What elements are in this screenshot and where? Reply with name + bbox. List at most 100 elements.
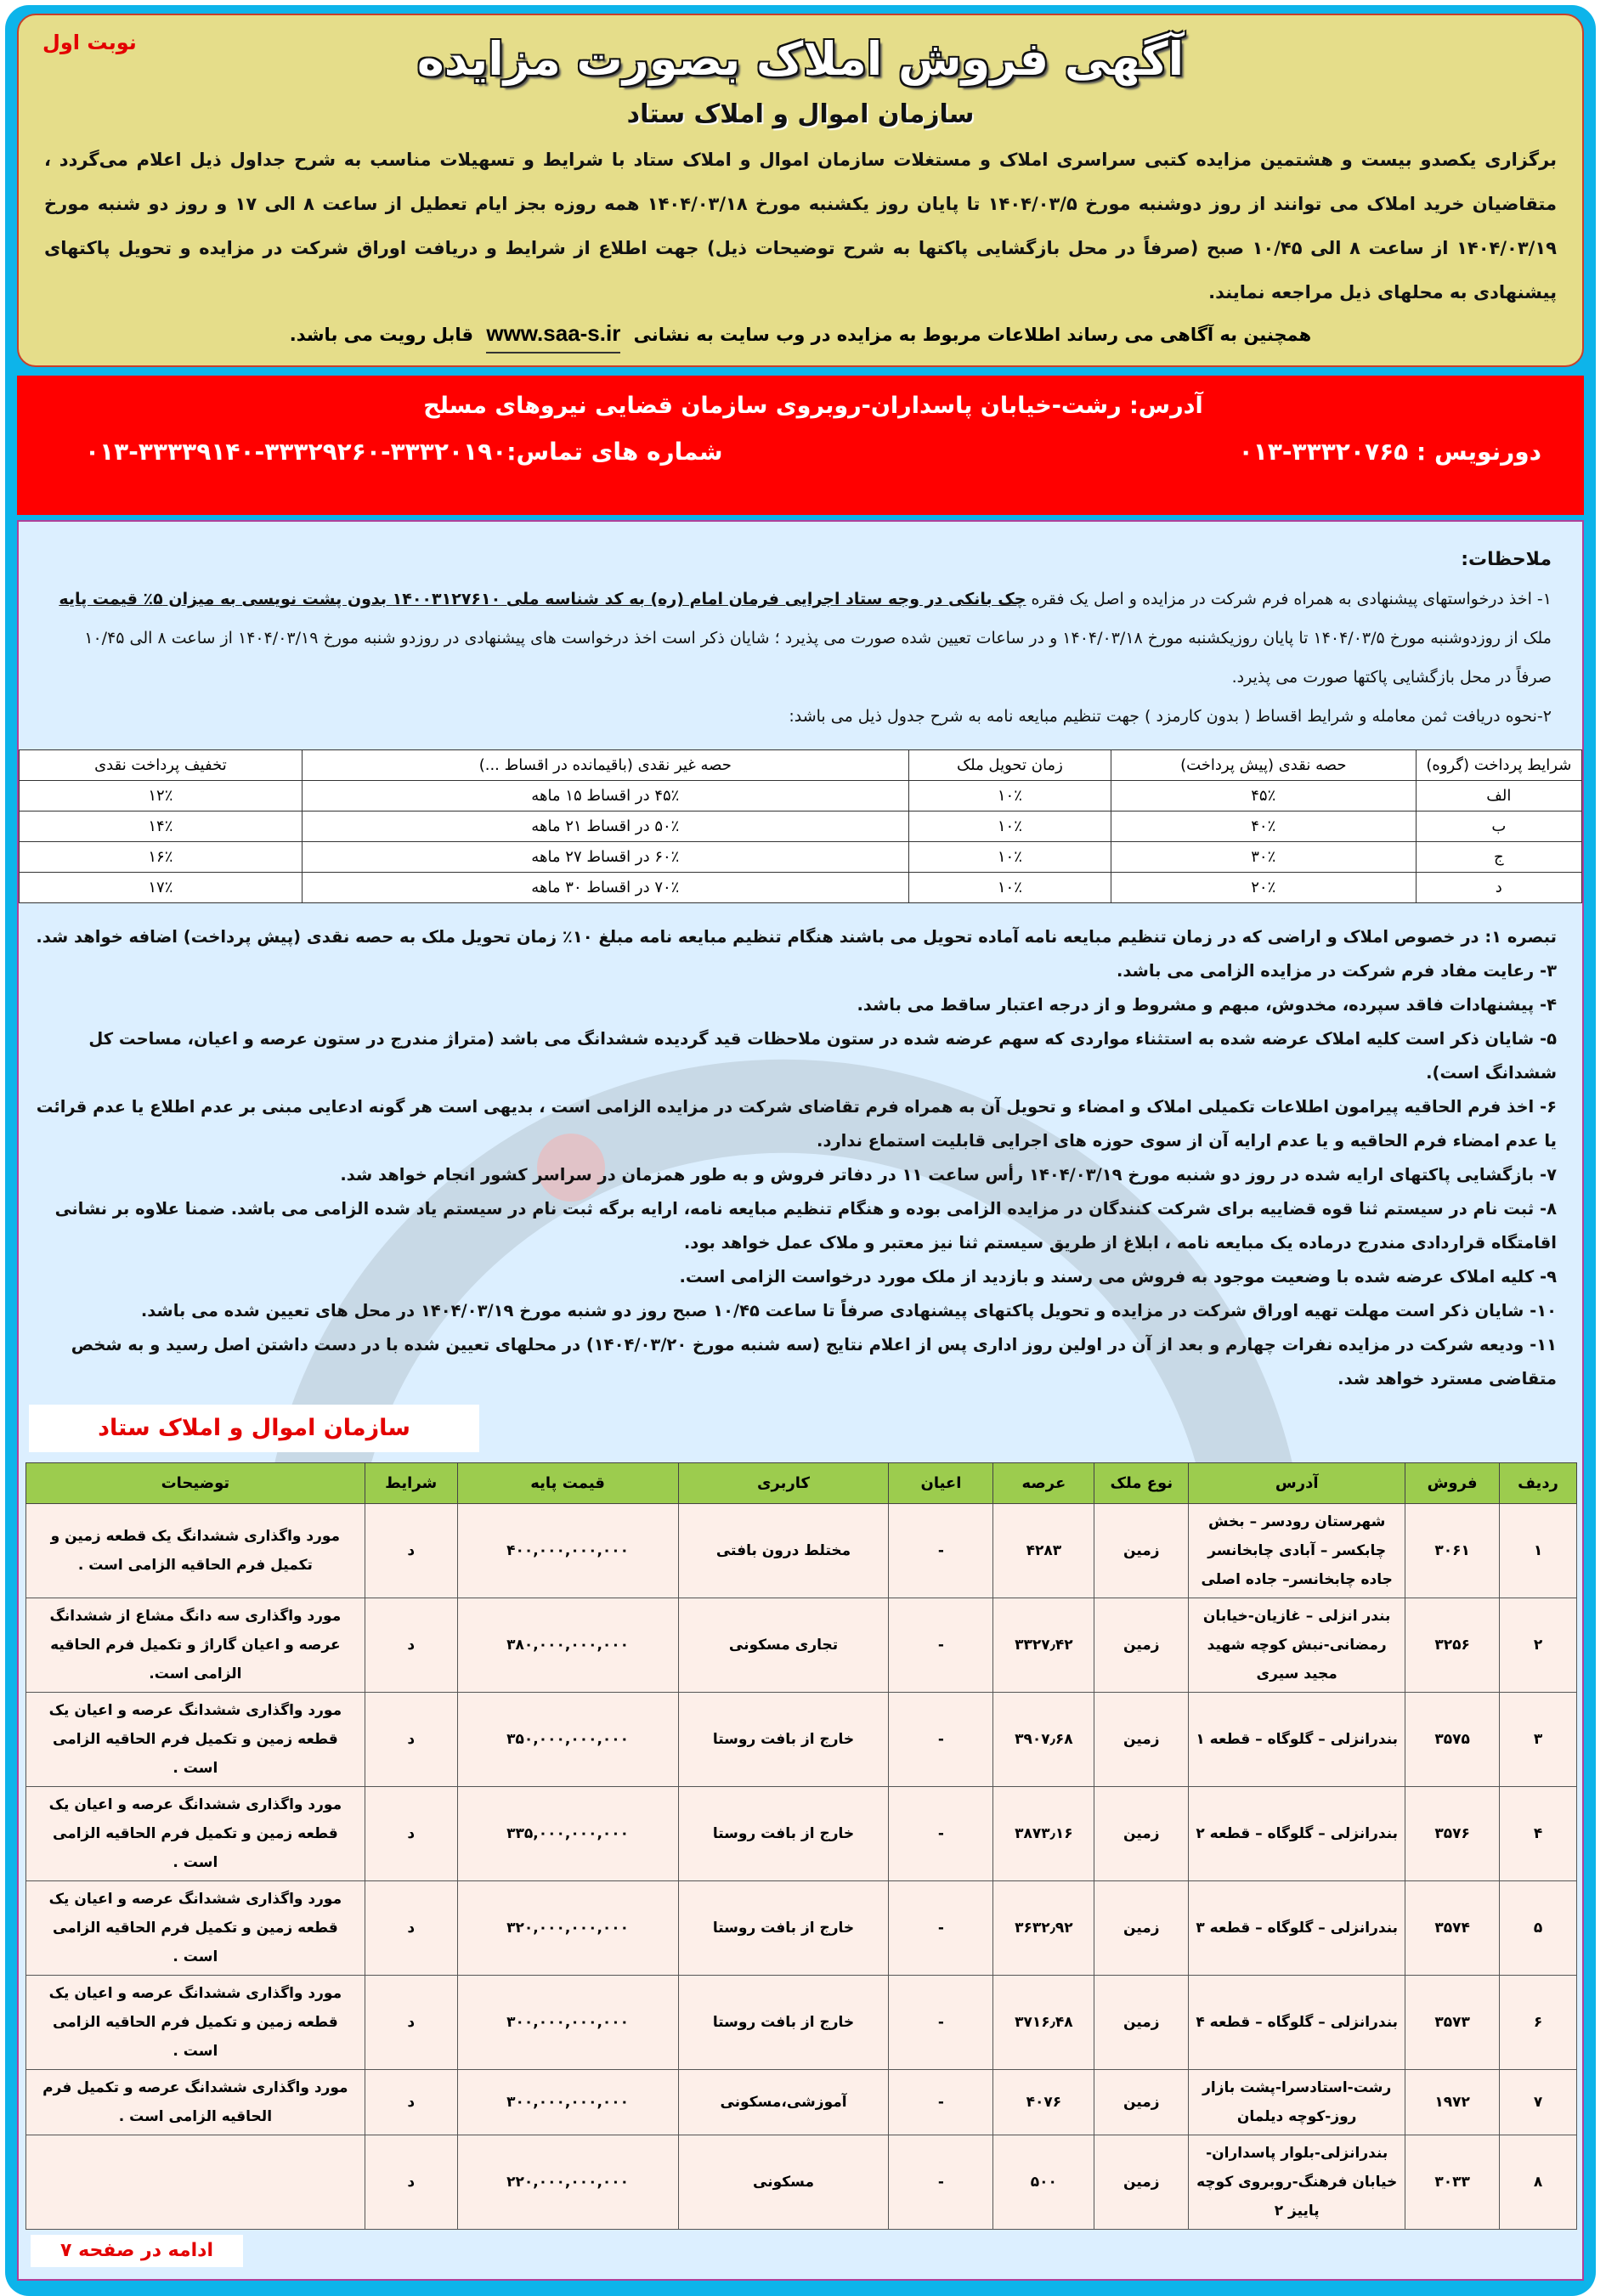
property-cell: - (888, 1975, 994, 2070)
property-cell: ۴۰۰,۰۰۰,۰۰۰,۰۰۰ (456, 1503, 679, 1598)
property-row: ۴ ۳۵۷۶ بندرانزلی – گلوگاه – قطعه ۲ زمین ۳۸۷۳… (25, 1786, 1577, 1881)
property-cell: زمین (1094, 1880, 1190, 1976)
property-cell: مورد واگذاری ششدانگ عرصه و تکمیل فرم الح… (25, 2069, 365, 2135)
property-row: ۳ ۳۵۷۵ بندرانزلی – گلوگاه – قطعه ۱ زمین ۳۹۰۷… (25, 1692, 1577, 1787)
installment-cell: ۴۰٪ (1110, 811, 1417, 842)
property-cell: مسکونی (677, 2135, 890, 2230)
property-row: ۲ ۳۲۵۶ بندر انزلی – غازیان-خیابان رمضانی-ن… (25, 1598, 1577, 1693)
property-cell: زمین (1094, 1503, 1190, 1598)
property-cell: ۳۸۰,۰۰۰,۰۰۰,۰۰۰ (456, 1598, 679, 1693)
property-cell: بندرانزلی – گلوگاه – قطعه ۱ (1188, 1692, 1406, 1787)
property-cell: بندرانزلی-بلوار پاسداران-خیابان فرهنگ-رو… (1188, 2135, 1406, 2230)
property-cell: - (888, 1880, 994, 1976)
property-cell: خارج از بافت روستا (677, 1786, 890, 1881)
contact-numbers: دورنویس : ۰۱۳-۳۳۳۲۰۷۶۵ شماره های تماس:۰۱… (85, 438, 1541, 466)
property-cell: تجاری مسکونی (677, 1598, 890, 1693)
property-cell: ۳۸۷۳٫۱۶ (992, 1786, 1095, 1881)
phone-numbers: ۰۱۳-۳۳۳۳۹۱۴۰-۳۳۳۲۹۲۶۰-۳۳۳۲۰۱۹۰ (85, 438, 507, 466)
property-cell: خارج از بافت روستا (677, 1880, 890, 1976)
property-cell: ۴۰۷۶ (992, 2069, 1095, 2135)
notes-text: ملاحظات: ۱- اخذ درخواستهای پیشنهادی به ه… (49, 540, 1552, 736)
installment-cell: ۴۵٪ در اقساط ۱۵ ماهه (301, 780, 909, 812)
property-cell: ۳۳۵,۰۰۰,۰۰۰,۰۰۰ (456, 1786, 679, 1881)
property-cell: ۳ (1499, 1692, 1577, 1787)
rule-item: ۴- پیشنهادات فاقد سپرده، مخدوش، مبهم و م… (857, 995, 1557, 1015)
installment-header-row: شرایط پرداخت (گروه) حصه نقدی (پیش پرداخت)… (19, 749, 1582, 781)
phones: شماره های تماس:۰۱۳-۳۳۳۳۹۱۴۰-۳۳۳۲۹۲۶۰-۳۳۳… (85, 438, 722, 466)
property-cell: ۱۹۷۲ (1405, 2069, 1501, 2135)
property-cell: ۲ (1499, 1598, 1577, 1693)
property-cell: د (364, 1975, 458, 2070)
property-header: آدرس (1188, 1462, 1406, 1504)
installment-row: ج ۳۰٪ ۱۰٪ ۶۰٪ در اقساط ۲۷ ماهه ۱۶٪ (19, 841, 1582, 873)
note-1: ۱- اخذ درخواستهای پیشنهادی به همراه فرم … (49, 580, 1552, 697)
property-cell: - (888, 1598, 994, 1693)
rule-item: ۹- کلیه املاک عرضه شده با وضعیت موجود به… (679, 1267, 1557, 1287)
properties-table: ردیف فروش آدرس نوع ملک عرصه اعیان کاربری قیمت پ… (25, 1462, 1577, 2230)
property-cell: مورد واگذاری ششدانگ عرصه و اعیان یک قطعه… (25, 1692, 365, 1787)
property-header: توضیحات (25, 1462, 365, 1504)
property-row: ۵ ۳۵۷۴ بندرانزلی – گلوگاه – قطعه ۳ زمین ۳۶۳۲… (25, 1880, 1577, 1976)
property-row: ۱ ۳۰۶۱ شهرستان رودسر – بخش چابکسر – آبادی … (25, 1503, 1577, 1598)
property-cell: د (364, 1880, 458, 1976)
property-cell: ۳۲۰,۰۰۰,۰۰۰,۰۰۰ (456, 1880, 679, 1976)
property-header: اعیان (888, 1462, 994, 1504)
property-cell: زمین (1094, 1692, 1190, 1787)
property-cell: بندرانزلی – گلوگاه – قطعه ۲ (1188, 1786, 1406, 1881)
property-cell: زمین (1094, 2069, 1190, 2135)
installment-header: تخفیف پرداخت نقدی (19, 749, 303, 781)
property-header: کاربری (677, 1462, 890, 1504)
note-1-post: ملک از روزدوشنبه مورخ ۱۴۰۴/۰۳/۵ تا پایان… (84, 629, 1552, 687)
property-cell: مورد واگذاری ششدانگ عرصه و اعیان یک قطعه… (25, 1975, 365, 2070)
page-frame: نوبت اول آگهی فروش املاک بصورت مزایده سا… (5, 5, 1596, 2296)
property-cell: مورد واگذاری ششدانگ عرصه و اعیان یک قطعه… (25, 1786, 365, 1881)
property-header: عرصه (992, 1462, 1095, 1504)
property-cell: ۵ (1499, 1880, 1577, 1976)
property-cell: ۳۰۰,۰۰۰,۰۰۰,۰۰۰ (456, 2069, 679, 2135)
property-header: نوع ملک (1094, 1462, 1190, 1504)
installment-cell: د (1415, 872, 1582, 903)
organization-subtitle: سازمان اموال و املاک ستاد (626, 99, 975, 129)
notes-panel: ملاحظات: ۱- اخذ درخواستهای پیشنهادی به ه… (17, 520, 1584, 2281)
website-line: همچنین به آگاهی می رساند اطلاعات مربوط ب… (19, 314, 1582, 353)
installment-cell: ۷۰٪ در اقساط ۳۰ ماهه (301, 872, 909, 903)
property-cell: د (364, 1786, 458, 1881)
installment-header: زمان تحویل ملک (908, 749, 1111, 781)
property-cell: - (888, 2069, 994, 2135)
property-cell: ۵۰۰ (992, 2135, 1095, 2230)
property-cell: بندرانزلی – گلوگاه – قطعه ۳ (1188, 1880, 1406, 1976)
installment-header: حصه نقدی (پیش پرداخت) (1110, 749, 1417, 781)
property-cell: زمین (1094, 2135, 1190, 2230)
contact-band: آدرس: رشت-خیابان پاسداران-روبروی سازمان … (17, 376, 1584, 515)
property-cell: آموزشی،مسکونی (677, 2069, 890, 2135)
property-cell: - (888, 1503, 994, 1598)
website-link[interactable]: www.saa-s.ir (486, 314, 621, 353)
continued-on-page: ادامه در صفحه ۷ (31, 2235, 243, 2267)
organization-label: سازمان اموال و املاک ستاد (29, 1405, 479, 1452)
property-cell: ۳۵۷۵ (1405, 1692, 1501, 1787)
installment-cell: ب (1415, 811, 1582, 842)
phones-label: شماره های تماس: (506, 438, 723, 466)
property-cell: خارج از بافت روستا (677, 1692, 890, 1787)
property-cell: ۴۲۸۳ (992, 1503, 1095, 1598)
property-cell: زمین (1094, 1786, 1190, 1881)
property-cell: ۳۰۶۱ (1405, 1503, 1501, 1598)
installment-cell: ج (1415, 841, 1582, 873)
property-cell: مورد واگذاری ششدانگ یک قطعه زمین و تکمیل… (25, 1503, 365, 1598)
rule-item: تبصره ۱: در خصوص املاک و اراضی که در زما… (36, 927, 1557, 947)
property-cell: بندر انزلی – غازیان-خیابان رمضانی-نبش کو… (1188, 1598, 1406, 1693)
property-cell: د (364, 2069, 458, 2135)
rule-item: ۳- رعایت مفاد فرم شرکت در مزایده الزامی … (1117, 961, 1557, 981)
property-cell: ۸ (1499, 2135, 1577, 2230)
property-cell: ۷ (1499, 2069, 1577, 2135)
property-cell: ۳۳۲۷٫۴۲ (992, 1598, 1095, 1693)
property-header-row: ردیف فروش آدرس نوع ملک عرصه اعیان کاربری قیمت پ… (25, 1462, 1577, 1504)
fax-label: دورنویس : (1417, 438, 1541, 466)
property-cell: ۴ (1499, 1786, 1577, 1881)
rules-list: تبصره ۱: در خصوص املاک و اراضی که در زما… (31, 920, 1557, 1396)
property-cell: مختلط درون بافتی (677, 1503, 890, 1598)
property-cell: ۶ (1499, 1975, 1577, 2070)
property-row: ۸ ۳۰۳۳ بندرانزلی-بلوار پاسداران-خیابان فره… (25, 2135, 1577, 2230)
installment-cell: ۵۰٪ در اقساط ۲۱ ماهه (301, 811, 909, 842)
property-cell: ۳۹۰۷٫۶۸ (992, 1692, 1095, 1787)
